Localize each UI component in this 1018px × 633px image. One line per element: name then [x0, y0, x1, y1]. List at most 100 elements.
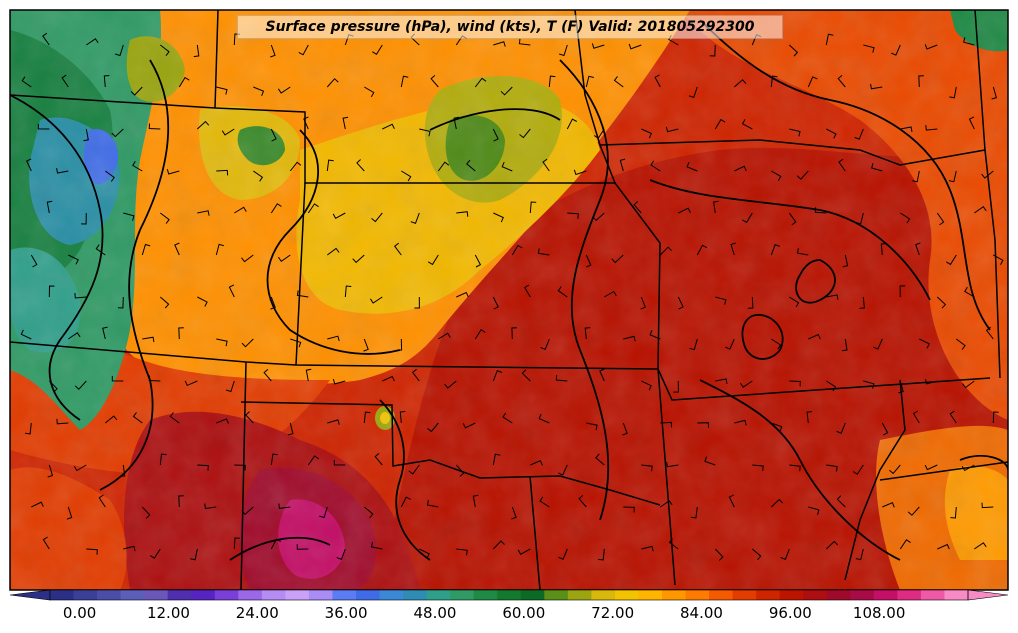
wind-barb — [918, 75, 924, 88]
wind-barb — [992, 411, 999, 424]
wind-barb — [437, 161, 450, 172]
colorbar-bin — [544, 590, 569, 600]
wind-barb — [555, 374, 568, 382]
wind-barb — [132, 160, 143, 172]
wind-barb — [382, 123, 395, 130]
wind-barb — [21, 76, 32, 88]
wind-barb — [130, 86, 143, 96]
wind-barb — [327, 247, 340, 256]
colorbar-tick-labels: 0.00 12.00 24.00 36.00 48.00 60.00 72.00 84.00 9… — [0, 604, 1018, 628]
wind-barb — [741, 119, 753, 130]
wind-barb — [530, 460, 543, 466]
wind-barb — [166, 169, 180, 175]
wind-barb — [86, 548, 98, 555]
wind-barb — [521, 369, 531, 382]
wind-barb — [492, 540, 505, 550]
colorbar-bin — [50, 590, 75, 600]
wind-barb — [826, 464, 838, 472]
wind-barb — [936, 212, 945, 226]
wind-barb — [924, 378, 938, 385]
wind-barb — [770, 75, 778, 88]
wind-barb — [936, 296, 947, 309]
wind-barb — [178, 495, 184, 508]
wind-barb — [673, 380, 679, 393]
colorbar-high-extension — [967, 589, 1009, 601]
wind-barb — [419, 128, 431, 137]
wind-barb — [396, 338, 403, 351]
wind-barb — [31, 501, 44, 508]
wind-barb — [456, 291, 469, 298]
colorbar-bin — [614, 590, 639, 600]
colorbar-tick-label: 36.00 — [324, 604, 368, 622]
wind-barb — [270, 128, 277, 142]
wind-barb — [336, 548, 346, 560]
wind-barb — [559, 44, 568, 57]
wind-barb — [502, 412, 513, 424]
colorbar-bin — [426, 590, 451, 600]
wind-barb — [538, 413, 550, 424]
wind-barb — [715, 296, 727, 305]
wind-barb — [245, 411, 254, 424]
wind-barb — [925, 125, 938, 131]
wind-barb — [193, 44, 200, 58]
wind-barb — [56, 418, 69, 425]
colorbar-bin — [779, 590, 804, 600]
wind-barb — [263, 369, 272, 382]
wind-barb — [42, 536, 50, 550]
colorbar-bin — [261, 590, 286, 600]
wind-barb — [842, 254, 849, 268]
wind-barb — [197, 210, 210, 216]
colorbar-bin — [450, 590, 475, 600]
wind-barb — [364, 86, 375, 98]
colorbar-bin — [920, 590, 945, 600]
wind-barb — [73, 464, 87, 472]
wind-barb — [665, 126, 679, 133]
wind-barb — [111, 375, 124, 382]
wind-barb — [660, 500, 673, 508]
wind-barb — [584, 327, 591, 340]
colorbar-tick-label: 48.00 — [413, 604, 457, 622]
wind-barb — [993, 254, 1004, 265]
wind-barb — [907, 506, 920, 516]
wind-barb — [842, 338, 848, 352]
wind-barb — [592, 212, 605, 222]
wind-barb — [725, 338, 735, 350]
wind-barb — [557, 464, 568, 476]
wind-barb — [690, 506, 698, 519]
wind-barb — [352, 254, 365, 264]
wind-barb — [216, 418, 229, 424]
wind-barb — [102, 326, 108, 340]
wind-barb — [228, 284, 235, 298]
colorbar-bin — [520, 590, 545, 600]
wind-barb — [641, 380, 652, 391]
colorbar-bin — [73, 590, 98, 600]
colorbar-bin — [873, 590, 898, 600]
wind-barb — [30, 254, 38, 268]
wind-barb — [855, 548, 864, 561]
wind-barb — [68, 332, 81, 340]
wind-barb — [184, 380, 198, 387]
wind-barb — [444, 380, 457, 389]
colorbar-bin — [403, 590, 428, 600]
wind-barb — [159, 44, 170, 56]
wind-barb — [981, 170, 994, 179]
wind-barb — [734, 165, 747, 172]
wind-barb — [964, 286, 975, 298]
wind-barb — [363, 411, 371, 424]
wind-barb — [709, 44, 716, 57]
wind-barb — [234, 206, 247, 214]
wind-barb — [493, 41, 506, 47]
colorbar-bin — [120, 590, 145, 600]
wind-barb — [838, 158, 846, 172]
wind-barb — [103, 75, 110, 88]
wind-barb — [641, 464, 653, 472]
wind-barb — [159, 296, 170, 309]
wind-barb — [270, 296, 276, 310]
wind-barb — [225, 380, 235, 393]
wind-barb — [771, 422, 783, 432]
wind-barb — [826, 294, 839, 300]
wind-barb — [296, 290, 309, 298]
wind-barb — [46, 200, 53, 214]
wind-barb — [117, 296, 124, 309]
temperature-field — [10, 10, 1008, 590]
